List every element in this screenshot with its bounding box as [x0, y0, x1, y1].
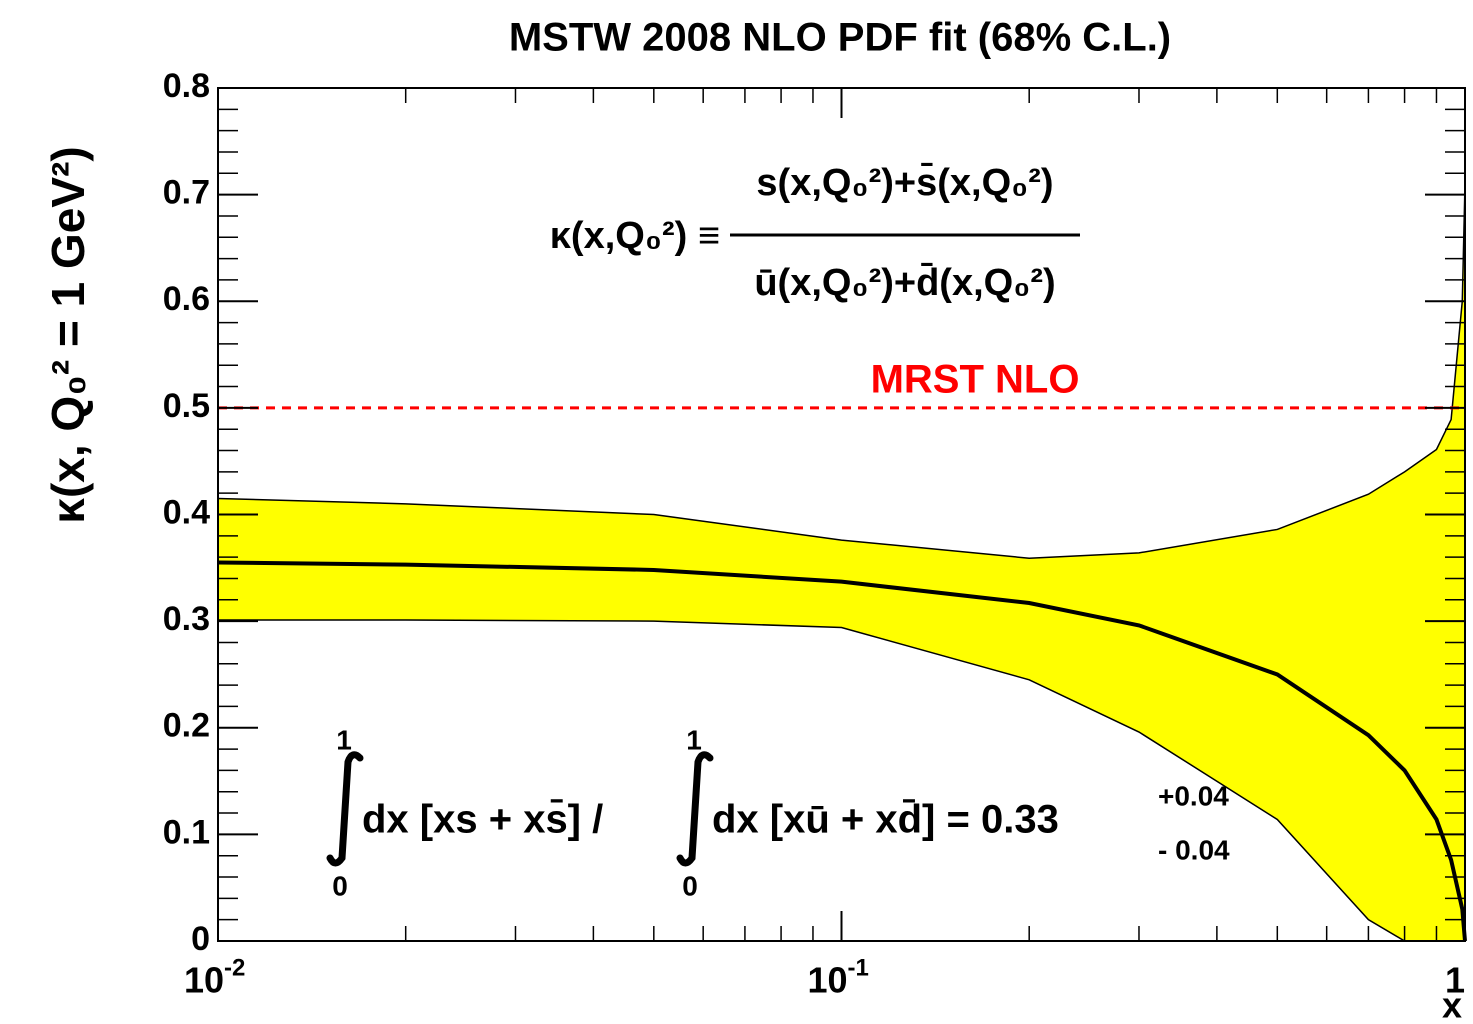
x-tick-exponent: -2: [224, 954, 245, 981]
x-tick-label: 10: [184, 960, 224, 1001]
y-tick-label: 0.7: [163, 174, 210, 212]
integral-left: dx [xs + xs̄] /: [362, 798, 603, 842]
x-axis-label: x: [1442, 985, 1462, 1024]
y-tick-label: 0.4: [163, 493, 210, 531]
y-tick-label: 0.1: [163, 813, 210, 851]
formula-numerator: s(x,Q₀²)+s̄(x,Q₀²): [756, 162, 1053, 204]
y-tick-label: 0: [191, 920, 210, 958]
integral-upper-limit: 1: [686, 724, 702, 755]
y-tick-label: 0.3: [163, 600, 210, 638]
integral-lower-limit: 0: [682, 870, 698, 901]
x-tick-exponent: -1: [848, 954, 869, 981]
integral-plus-error: +0.04: [1158, 780, 1229, 811]
y-tick-label: 0.6: [163, 280, 210, 318]
band-area: [218, 183, 1465, 941]
y-tick-label: 0.8: [163, 67, 210, 105]
x-tick-label: 1: [1445, 960, 1465, 1001]
integral-upper-limit: 1: [336, 724, 352, 755]
integral-right: dx [xū + xd̄] = 0.33: [712, 798, 1059, 842]
formula-denominator: ū(x,Q₀²)+d̄(x,Q₀²): [754, 262, 1055, 304]
integral-lower-limit: 0: [332, 870, 348, 901]
central-line: [217, 560, 1467, 942]
band-upper-edge: [217, 183, 1466, 559]
y-tick-label: 0.5: [163, 387, 210, 425]
integral-sign: [326, 751, 364, 867]
y-axis-label: κ(x, Q₀² = 1 GeV²): [42, 146, 94, 523]
reference-label: MRST NLO: [871, 358, 1080, 402]
integral-minus-error: - 0.04: [1158, 834, 1230, 865]
x-tick-label: 10: [807, 960, 847, 1001]
chart-title: MSTW 2008 NLO PDF fit (68% C.L.): [509, 16, 1171, 60]
y-tick-label: 0.2: [163, 707, 210, 745]
integral-sign: [676, 751, 714, 867]
formula-lhs: κ(x,Q₀²) ≡: [550, 215, 720, 257]
